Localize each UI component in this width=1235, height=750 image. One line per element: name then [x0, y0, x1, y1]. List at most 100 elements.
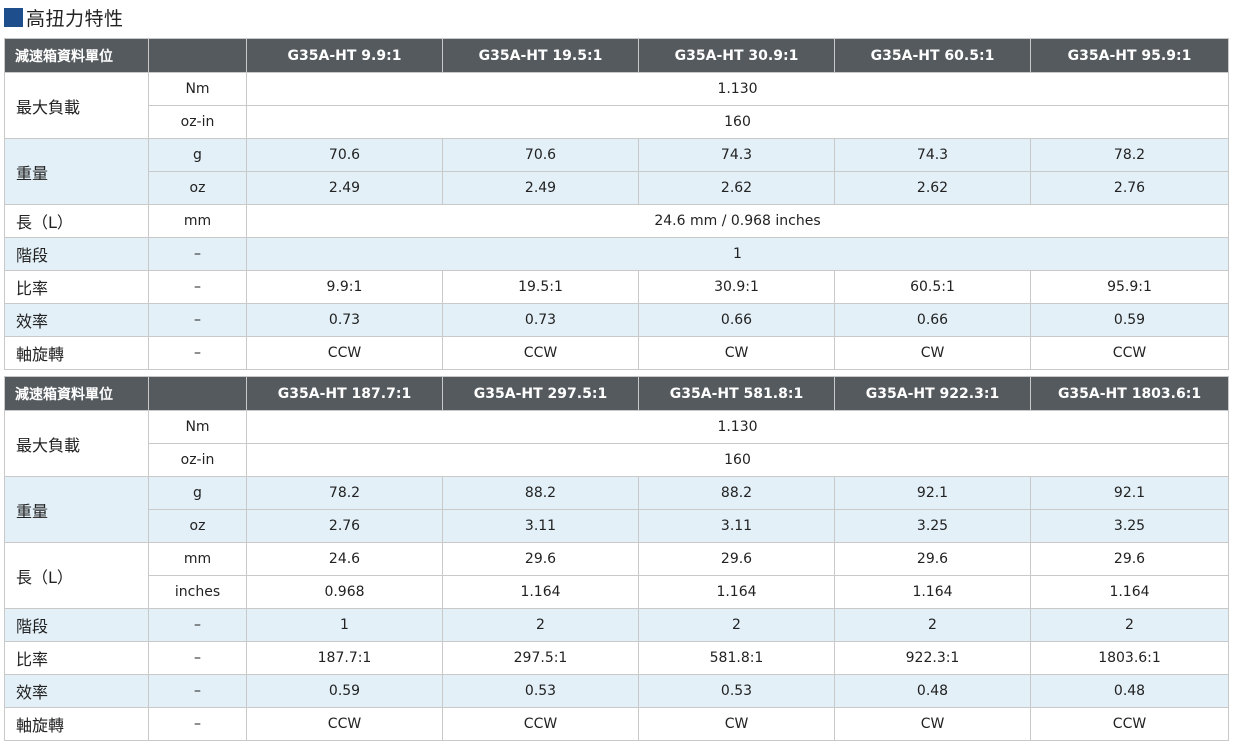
- table-row: 軸旋轉 – CCW CCW CW CW CCW: [4, 707, 1229, 741]
- value-cell: CW: [834, 336, 1031, 370]
- header-model: G35A-HT 187.7:1: [246, 376, 443, 411]
- row-label-efficiency: 效率: [4, 674, 149, 708]
- unit-cell: oz-in: [148, 105, 247, 139]
- value-cell: 88.2: [442, 476, 639, 510]
- value-cell: 19.5:1: [442, 270, 639, 304]
- value-cell: 297.5:1: [442, 641, 639, 675]
- value-cell: 2: [442, 608, 639, 642]
- value-cell: 92.1: [1030, 476, 1229, 510]
- value-cell: 1.164: [1030, 575, 1229, 609]
- value-cell: 3.25: [834, 509, 1031, 543]
- table-row: 比率 – 9.9:1 19.5:1 30.9:1 60.5:1 95.9:1: [4, 270, 1229, 304]
- value-cell: 92.1: [834, 476, 1031, 510]
- value-cell: CW: [834, 707, 1031, 741]
- value-cell: 29.6: [638, 542, 835, 576]
- value-cell: 24.6: [246, 542, 443, 576]
- value-cell: 1.130: [246, 72, 1229, 106]
- value-cell: 2: [834, 608, 1031, 642]
- value-cell: 0.73: [442, 303, 639, 337]
- table-row: inches 0.968 1.164 1.164 1.164 1.164: [5, 575, 1229, 609]
- value-cell: 0.53: [638, 674, 835, 708]
- header-model: G35A-HT 922.3:1: [834, 376, 1031, 411]
- value-cell: 24.6 mm / 0.968 inches: [246, 204, 1229, 238]
- unit-cell: mm: [148, 542, 247, 576]
- value-cell: 29.6: [1030, 542, 1229, 576]
- unit-cell: Nm: [148, 410, 247, 444]
- value-cell: CW: [638, 707, 835, 741]
- spec-table-2: 減速箱資料單位 G35A-HT 187.7:1 G35A-HT 297.5:1 …: [4, 376, 1229, 741]
- table-row: 長（L） mm 24.6 mm / 0.968 inches: [4, 204, 1229, 238]
- row-label-rotation: 軸旋轉: [4, 336, 149, 370]
- table-row: 階段 – 1: [4, 237, 1229, 271]
- unit-cell: oz: [148, 171, 247, 205]
- row-label-length: 長（L）: [4, 204, 149, 238]
- value-cell: 0.66: [834, 303, 1031, 337]
- value-cell: 3.11: [638, 509, 835, 543]
- value-cell: 78.2: [1030, 138, 1229, 172]
- value-cell: CCW: [1030, 336, 1229, 370]
- value-cell: 0.66: [638, 303, 835, 337]
- row-label-length: 長（L）: [4, 542, 149, 609]
- value-cell: 2: [638, 608, 835, 642]
- value-cell: 78.2: [246, 476, 443, 510]
- value-cell: 74.3: [638, 138, 835, 172]
- unit-cell: oz: [148, 509, 247, 543]
- unit-cell: –: [148, 641, 247, 675]
- value-cell: 160: [246, 105, 1229, 139]
- unit-cell: Nm: [148, 72, 247, 106]
- row-label-rotation: 軸旋轉: [4, 707, 149, 741]
- value-cell: 1803.6:1: [1030, 641, 1229, 675]
- table-row: 軸旋轉 – CCW CCW CW CW CCW: [4, 336, 1229, 370]
- unit-cell: g: [148, 476, 247, 510]
- header-model: G35A-HT 95.9:1: [1030, 38, 1229, 73]
- value-cell: 0.73: [246, 303, 443, 337]
- value-cell: 0.48: [1030, 674, 1229, 708]
- value-cell: 187.7:1: [246, 641, 443, 675]
- unit-cell: inches: [148, 575, 247, 609]
- value-cell: 1.164: [834, 575, 1031, 609]
- row-label-stage: 階段: [4, 237, 149, 271]
- table-row: oz-in 160: [5, 443, 1229, 477]
- value-cell: 2: [1030, 608, 1229, 642]
- row-label-ratio: 比率: [4, 641, 149, 675]
- row-label-ratio: 比率: [4, 270, 149, 304]
- title-marker-icon: [4, 7, 23, 27]
- section-title: 高扭力特性: [4, 4, 124, 30]
- unit-cell: –: [148, 270, 247, 304]
- header-unit-col: [148, 38, 247, 73]
- value-cell: 29.6: [442, 542, 639, 576]
- value-cell: CCW: [442, 336, 639, 370]
- section-title-text: 高扭力特性: [26, 7, 124, 30]
- value-cell: 2.76: [246, 509, 443, 543]
- table-row: 階段 – 1 2 2 2 2: [4, 608, 1229, 642]
- value-cell: 2.76: [1030, 171, 1229, 205]
- unit-cell: –: [148, 707, 247, 741]
- table-header-row: 減速箱資料單位 G35A-HT 9.9:1 G35A-HT 19.5:1 G35…: [4, 38, 1229, 73]
- table-row: 最大負載 Nm 1.130: [4, 410, 1229, 477]
- value-cell: 0.53: [442, 674, 639, 708]
- value-cell: 581.8:1: [638, 641, 835, 675]
- value-cell: 0.968: [246, 575, 443, 609]
- value-cell: 3.11: [442, 509, 639, 543]
- row-label-efficiency: 效率: [4, 303, 149, 337]
- unit-cell: –: [148, 303, 247, 337]
- unit-cell: –: [148, 237, 247, 271]
- value-cell: 1: [246, 237, 1229, 271]
- unit-cell: mm: [148, 204, 247, 238]
- value-cell: CCW: [1030, 707, 1229, 741]
- value-cell: 1.130: [246, 410, 1229, 444]
- value-cell: 2.62: [834, 171, 1031, 205]
- table-row: 效率 – 0.59 0.53 0.53 0.48 0.48: [4, 674, 1229, 708]
- unit-cell: –: [148, 336, 247, 370]
- row-label-weight: 重量: [4, 476, 149, 543]
- header-data-unit: 減速箱資料單位: [4, 38, 149, 73]
- row-label-stage: 階段: [4, 608, 149, 642]
- value-cell: 74.3: [834, 138, 1031, 172]
- row-label-max-load: 最大負載: [4, 72, 149, 139]
- value-cell: 2.49: [442, 171, 639, 205]
- value-cell: 0.59: [246, 674, 443, 708]
- value-cell: CCW: [442, 707, 639, 741]
- value-cell: 1: [246, 608, 443, 642]
- value-cell: CCW: [246, 707, 443, 741]
- header-model: G35A-HT 60.5:1: [834, 38, 1031, 73]
